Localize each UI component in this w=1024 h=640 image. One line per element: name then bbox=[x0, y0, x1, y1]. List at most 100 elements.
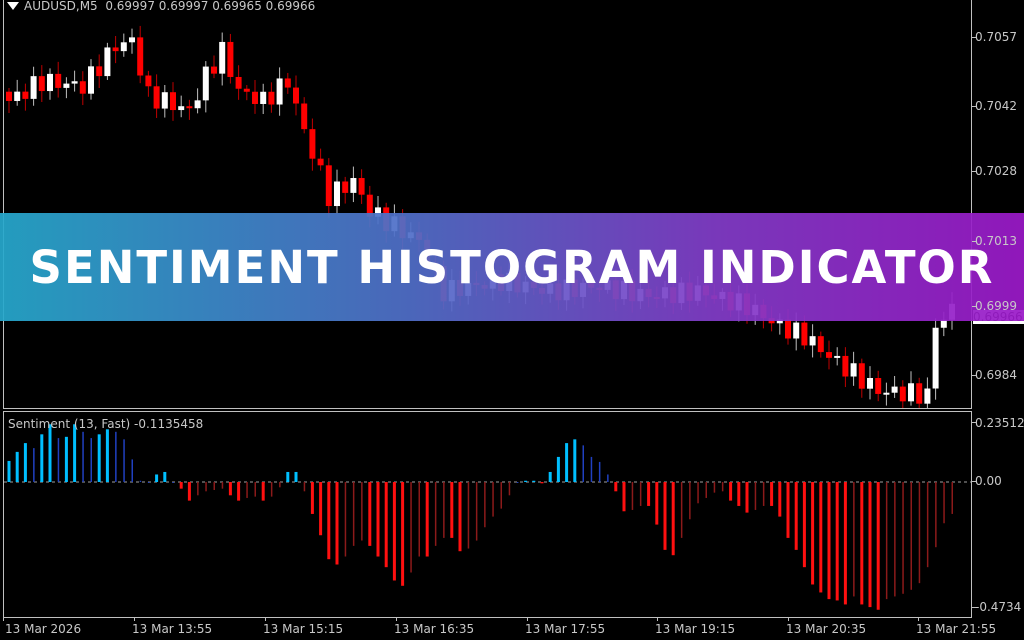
candle-body bbox=[325, 165, 332, 207]
candle bbox=[186, 99, 193, 120]
candle bbox=[293, 75, 299, 116]
histogram-bar bbox=[279, 482, 281, 488]
histogram-bar bbox=[671, 482, 675, 556]
histogram-bar bbox=[254, 482, 256, 497]
histogram-bar bbox=[172, 482, 174, 483]
candle-body bbox=[161, 92, 168, 109]
candlestick-chart bbox=[6, 25, 955, 408]
histogram-bar bbox=[745, 482, 749, 513]
axis-tick bbox=[527, 617, 528, 621]
histogram-bar bbox=[492, 482, 494, 517]
indicator-pane[interactable] bbox=[3, 411, 972, 618]
histogram-bar bbox=[721, 482, 724, 492]
candle-body bbox=[309, 129, 316, 159]
histogram-bar bbox=[876, 482, 880, 610]
time-axis-label: 13 Mar 13:55 bbox=[132, 622, 213, 636]
histogram-bar bbox=[115, 431, 117, 482]
candle-body bbox=[268, 91, 275, 105]
candle bbox=[202, 61, 209, 113]
candle bbox=[817, 331, 824, 358]
time-axis-label: 13 Mar 19:15 bbox=[655, 622, 736, 636]
candle bbox=[71, 70, 78, 92]
candle bbox=[801, 315, 808, 350]
candle bbox=[227, 33, 234, 84]
histogram-bar bbox=[697, 482, 699, 504]
histogram-bar bbox=[319, 482, 323, 536]
candle bbox=[932, 318, 939, 400]
candle-body bbox=[104, 47, 111, 77]
candle-body bbox=[252, 91, 258, 104]
histogram-bar bbox=[40, 434, 44, 482]
candle-body bbox=[301, 103, 308, 130]
histogram-bar bbox=[228, 482, 232, 496]
candle-body bbox=[88, 66, 94, 94]
axis-tick bbox=[265, 617, 266, 621]
histogram-bar bbox=[548, 471, 552, 482]
price-axis-label: 0.7028 bbox=[975, 164, 1017, 179]
histogram-bar bbox=[213, 482, 215, 490]
time-axis-label: 13 Mar 15:15 bbox=[263, 622, 344, 636]
candle-body bbox=[834, 355, 841, 358]
histogram-bar bbox=[384, 482, 388, 568]
axis-tick bbox=[134, 617, 135, 621]
axis-tick bbox=[788, 617, 789, 621]
histogram-bar bbox=[647, 482, 651, 506]
candle-body bbox=[260, 91, 267, 104]
candle bbox=[809, 324, 816, 358]
chart-menu-triangle-icon[interactable] bbox=[7, 2, 19, 10]
indicator-axis-max: 0.23512 bbox=[975, 416, 1024, 430]
candle bbox=[899, 380, 906, 408]
histogram-bar bbox=[540, 482, 544, 484]
chart-symbol-label: AUDUSD,M5 0.69997 0.69997 0.69965 0.6996… bbox=[24, 0, 315, 13]
candle-body bbox=[145, 75, 152, 87]
indicator-label: Sentiment (13, Fast) -0.1135458 bbox=[8, 417, 204, 431]
candle-body bbox=[932, 327, 939, 389]
histogram-bar bbox=[303, 482, 306, 492]
histogram-bar bbox=[418, 482, 420, 557]
candle-body bbox=[940, 319, 947, 328]
candle bbox=[63, 77, 70, 99]
candle-body bbox=[227, 41, 234, 77]
candle bbox=[867, 366, 873, 400]
histogram-bar bbox=[582, 445, 584, 482]
candle bbox=[30, 66, 37, 106]
candle bbox=[342, 176, 349, 204]
histogram-bar bbox=[622, 482, 626, 512]
candle bbox=[834, 347, 841, 366]
histogram-bar bbox=[843, 482, 847, 605]
histogram-bar bbox=[64, 436, 68, 482]
price-chart-pane[interactable] bbox=[3, 0, 972, 409]
candle-body bbox=[284, 78, 291, 88]
histogram-bar bbox=[935, 482, 937, 548]
price-axis-label: 0.7057 bbox=[975, 30, 1017, 44]
candle-body bbox=[6, 91, 12, 101]
candle bbox=[104, 42, 111, 80]
histogram-bar bbox=[368, 482, 372, 546]
ohlc-values: 0.69997 0.69997 0.69965 0.69966 bbox=[105, 0, 316, 13]
histogram-bar bbox=[926, 482, 929, 568]
histogram-bar bbox=[361, 482, 363, 541]
histogram-bar bbox=[205, 482, 207, 492]
histogram-bar bbox=[344, 482, 347, 557]
histogram-bar bbox=[327, 482, 331, 560]
symbol-timeframe: AUDUSD,M5 bbox=[24, 0, 98, 13]
candle-body bbox=[317, 158, 324, 166]
candle-body bbox=[842, 355, 849, 377]
candle bbox=[891, 376, 898, 398]
histogram-bar bbox=[475, 482, 478, 541]
candle-body bbox=[235, 76, 242, 89]
histogram-bar bbox=[655, 482, 659, 525]
candle-body bbox=[776, 319, 783, 324]
histogram-bar bbox=[689, 482, 691, 520]
candle-body bbox=[334, 181, 340, 207]
candle bbox=[145, 70, 152, 97]
histogram-bar bbox=[131, 459, 133, 482]
candle-body bbox=[47, 73, 53, 92]
histogram-bar bbox=[713, 482, 716, 493]
axis-tick bbox=[972, 106, 976, 108]
candle bbox=[252, 80, 258, 114]
candle-body bbox=[785, 319, 791, 339]
histogram-bar bbox=[663, 482, 667, 550]
candle bbox=[243, 85, 250, 101]
histogram-bar bbox=[139, 480, 142, 482]
